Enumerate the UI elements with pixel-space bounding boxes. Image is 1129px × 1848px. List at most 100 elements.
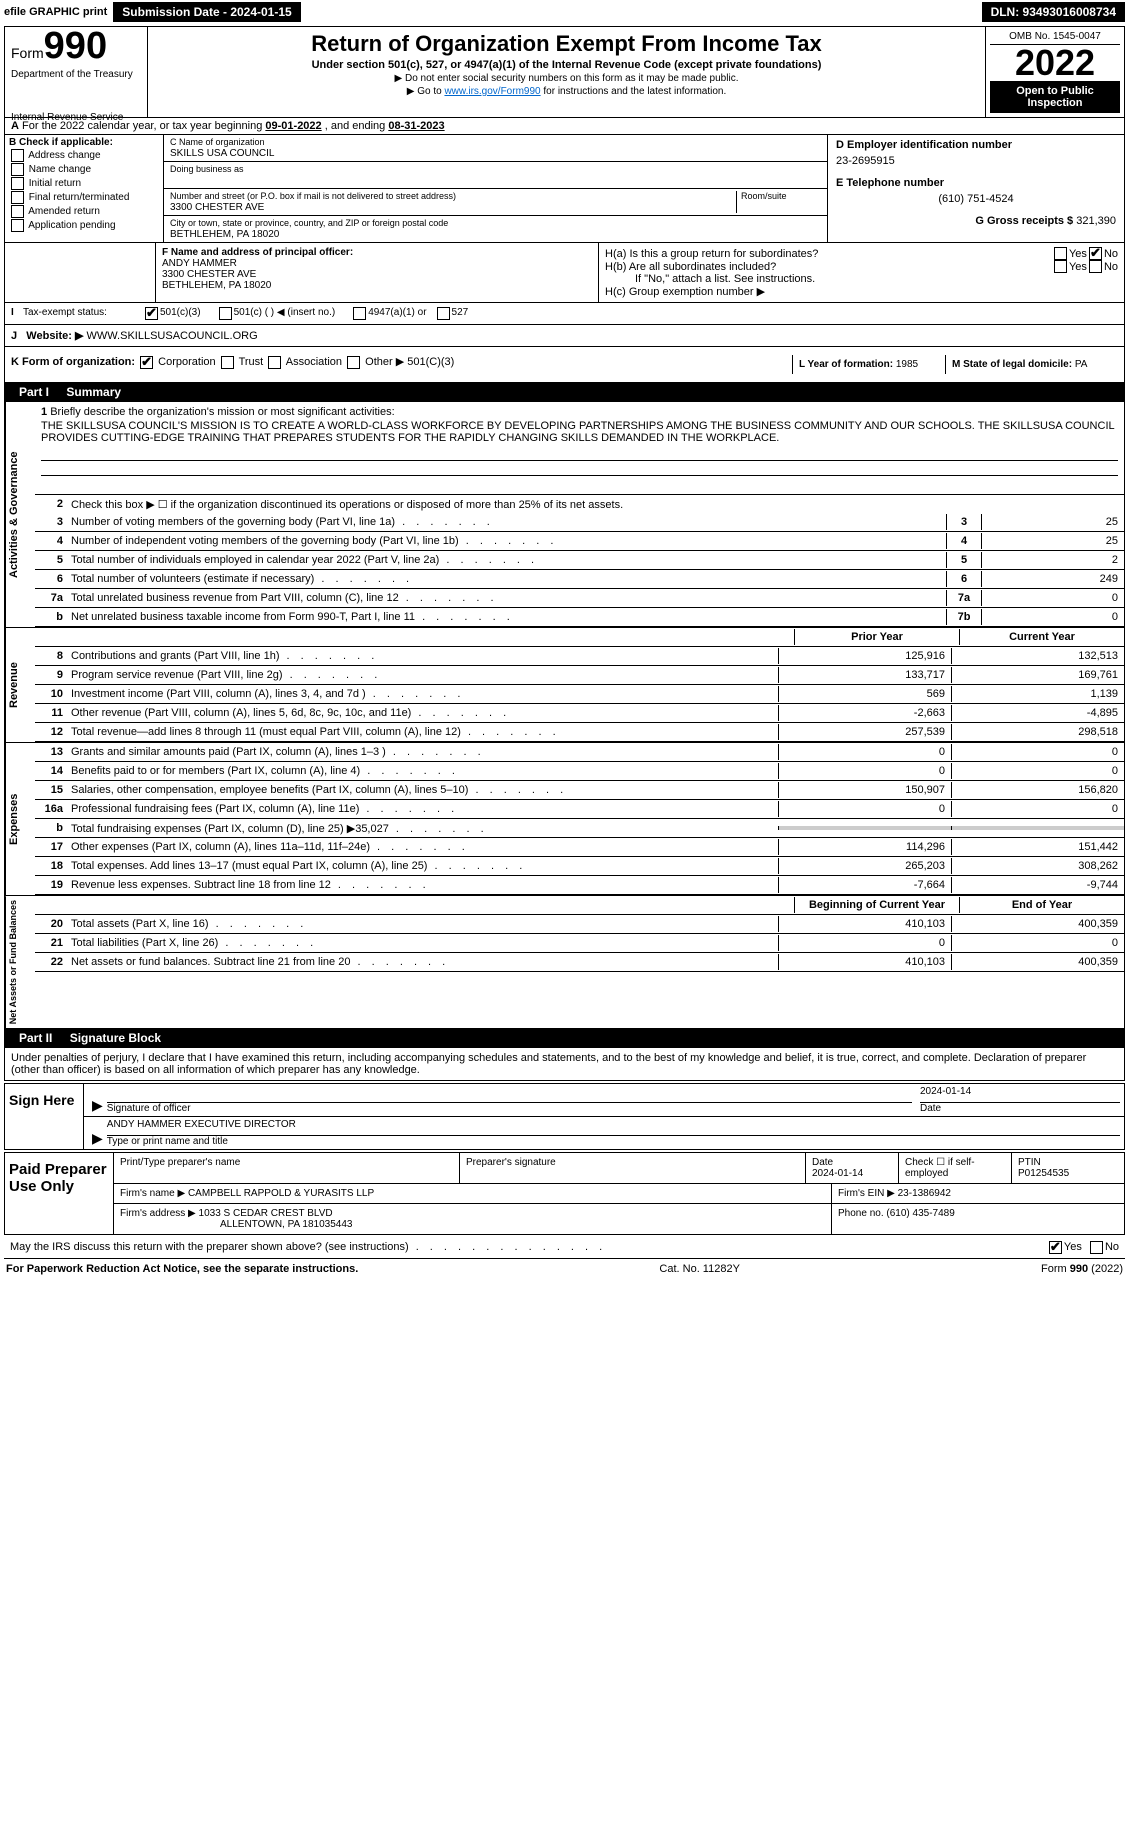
ha-label: H(a) Is this a group return for subordin… [605,248,1052,260]
sig-date-label: Date [920,1103,941,1114]
part-i-label: Part I [13,383,55,401]
prep-phone: (610) 435-7489 [886,1208,954,1219]
part-i-title: Summary [66,385,121,399]
col-b-checkboxes: B Check if applicable: Address change Na… [5,135,164,242]
cat-no: Cat. No. 11282Y [659,1263,740,1275]
arrow-icon: ▶ [88,1130,107,1147]
table-row: 4 Number of independent voting members o… [35,532,1124,551]
top-bar: efile GRAPHIC print Submission Date - 20… [0,0,1129,24]
row-i-tax-status: I Tax-exempt status: 501(c)(3) 501(c) ( … [5,303,1124,325]
sig-officer-label: Signature of officer [107,1103,191,1114]
prep-phone-label: Phone no. [838,1208,884,1219]
officer-street: 3300 CHESTER AVE [162,269,256,280]
part-ii-header: Part II Signature Block [5,1028,1124,1048]
form-subtitle-2: ▶ Do not enter social security numbers o… [156,73,977,84]
cb-4947[interactable] [353,307,366,320]
cb-corp[interactable] [140,356,153,369]
dept-treasury: Department of the Treasury [11,69,141,80]
sign-here-label: Sign Here [5,1084,84,1149]
discuss-no[interactable] [1090,1241,1103,1254]
org-city: BETHLEHEM, PA 18020 [170,229,279,240]
irs-link[interactable]: www.irs.gov/Form990 [444,86,540,97]
cb-501c3[interactable] [145,307,158,320]
firm-addr-label: Firm's address ▶ [120,1208,196,1219]
col-h-group: H(a) Is this a group return for subordin… [599,243,1124,302]
part-ii-label: Part II [13,1029,58,1047]
table-row: 11 Other revenue (Part VIII, column (A),… [35,704,1124,723]
phone-value: (610) 751-4524 [836,189,1116,215]
table-row: 3 Number of voting members of the govern… [35,513,1124,532]
table-row: 9 Program service revenue (Part VIII, li… [35,666,1124,685]
table-row: 14 Benefits paid to or for members (Part… [35,762,1124,781]
table-row: 13 Grants and similar amounts paid (Part… [35,743,1124,762]
col-c-org-info: C Name of organization SKILLS USA COUNCI… [164,135,827,242]
cb-527[interactable] [437,307,450,320]
dba-label: Doing business as [170,164,244,174]
officer-label: F Name and address of principal officer: [162,247,353,258]
penalty-text: Under penalties of perjury, I declare th… [5,1048,1124,1080]
hb-yes[interactable] [1054,260,1067,273]
ha-yes[interactable] [1054,247,1067,260]
mission-text: THE SKILLSUSA COUNCIL'S MISSION IS TO CR… [41,418,1118,446]
cb-assoc[interactable] [268,356,281,369]
table-row: 19 Revenue less expenses. Subtract line … [35,876,1124,895]
submission-date-button[interactable]: Submission Date - 2024-01-15 [113,2,300,22]
irs-label: Internal Revenue Service [11,112,123,123]
hb-label: H(b) Are all subordinates included? [605,261,1052,273]
form-container: Form990 Department of the Treasury Inter… [4,26,1125,1081]
col-end-year: End of Year [959,897,1124,913]
prep-sig-label: Preparer's signature [466,1157,556,1168]
cb-trust[interactable] [221,356,234,369]
hc-label: H(c) Group exemption number ▶ [605,285,1118,298]
room-label: Room/suite [741,191,787,201]
cb-address-change[interactable]: Address change [9,149,159,162]
table-row: b Net unrelated business taxable income … [35,608,1124,627]
prep-date-val: 2024-01-14 [812,1168,863,1179]
hb-no[interactable] [1089,260,1102,273]
cb-final-return[interactable]: Final return/terminated [9,191,159,204]
col-l: L Year of formation: 1985 [792,355,945,374]
row-j-website: J Website: ▶ WWW.SKILLSUSACOUNCIL.ORG [5,325,1124,347]
website-value: WWW.SKILLSUSACOUNCIL.ORG [87,330,258,342]
cb-name-change[interactable]: Name change [9,163,159,176]
sect-expenses: Expenses 13 Grants and similar amounts p… [5,742,1124,895]
table-row: 15 Salaries, other compensation, employe… [35,781,1124,800]
header-center: Return of Organization Exempt From Incom… [148,27,986,117]
form-prefix: Form [11,45,44,61]
rowa-begin: 09-01-2022 [265,120,321,132]
form-number: 990 [44,25,107,67]
ha-no[interactable] [1089,247,1102,260]
cb-501c[interactable] [219,307,232,320]
line-2: Check this box ▶ ☐ if the organization d… [67,496,1124,513]
ptin-val: P01254535 [1018,1168,1069,1179]
cb-initial-return[interactable]: Initial return [9,177,159,190]
tax-year: 2022 [990,45,1120,81]
domicile-val: PA [1075,359,1088,370]
table-row: 20 Total assets (Part X, line 16) 410,10… [35,915,1124,934]
line-1-mission: 1 Briefly describe the organization's mi… [35,402,1124,495]
ptin-label: PTIN [1018,1157,1041,1168]
row-fh: F Name and address of principal officer:… [5,243,1124,303]
sect-revenue: Revenue Prior Year Current Year 8 Contri… [5,627,1124,742]
gross-label: G Gross receipts $ [975,215,1073,227]
table-row: 18 Total expenses. Add lines 13–17 (must… [35,857,1124,876]
city-label: City or town, state or province, country… [170,218,448,228]
cb-app-pending[interactable]: Application pending [9,219,159,232]
firm-ein-label: Firm's EIN ▶ [838,1188,895,1199]
cb-other[interactable] [347,356,360,369]
part-ii-title: Signature Block [70,1031,161,1045]
col-m: M State of legal domicile: PA [945,355,1118,374]
vert-expenses: Expenses [5,743,35,895]
section-bcde: B Check if applicable: Address change Na… [5,135,1124,243]
header-right: OMB No. 1545-0047 2022 Open to Public In… [986,27,1124,117]
table-row: b Total fundraising expenses (Part IX, c… [35,819,1124,838]
cb-amended[interactable]: Amended return [9,205,159,218]
gross-value: 321,390 [1076,215,1116,227]
firm-addr1: 1033 S CEDAR CREST BLVD [199,1208,333,1219]
table-row: 21 Total liabilities (Part X, line 26) 0… [35,934,1124,953]
table-row: 6 Total number of volunteers (estimate i… [35,570,1124,589]
discuss-yes[interactable] [1049,1241,1062,1254]
form-title: Return of Organization Exempt From Incom… [156,31,977,57]
street-label: Number and street (or P.O. box if mail i… [170,191,456,201]
table-row: 16a Professional fundraising fees (Part … [35,800,1124,819]
